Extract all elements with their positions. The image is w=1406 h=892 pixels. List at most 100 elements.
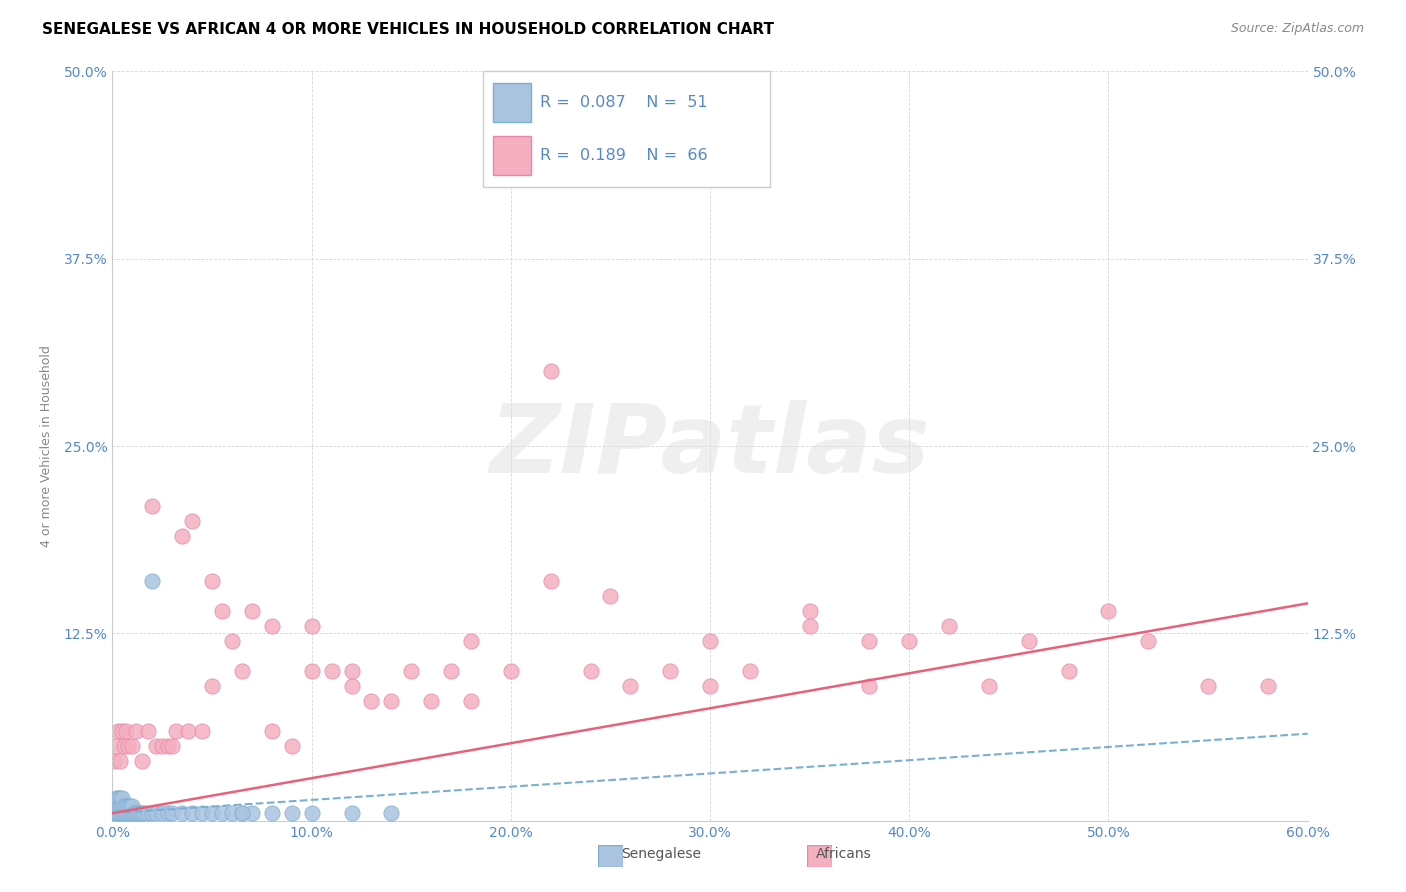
Point <box>201 679 224 693</box>
Text: R =  0.189    N =  66: R = 0.189 N = 66 <box>540 148 709 162</box>
Point <box>138 806 160 821</box>
Point <box>858 679 880 693</box>
Point <box>191 806 214 821</box>
Point <box>401 664 423 678</box>
Point <box>201 806 224 821</box>
Point <box>579 664 602 678</box>
Point <box>938 619 960 633</box>
Point <box>117 798 139 813</box>
Point <box>121 806 143 821</box>
Point <box>162 806 183 821</box>
Point <box>111 806 134 821</box>
Point <box>858 633 880 648</box>
Point <box>110 798 132 813</box>
Point <box>1137 633 1160 648</box>
Point <box>111 798 134 813</box>
Point <box>138 723 160 738</box>
Point <box>799 619 821 633</box>
Point <box>165 723 187 738</box>
Point <box>117 806 139 821</box>
Point <box>157 806 180 821</box>
Point <box>111 723 134 738</box>
Text: Source: ZipAtlas.com: Source: ZipAtlas.com <box>1230 22 1364 36</box>
Point <box>107 806 129 821</box>
Point <box>301 619 323 633</box>
Point <box>340 664 363 678</box>
Text: R =  0.087    N =  51: R = 0.087 N = 51 <box>540 95 709 111</box>
Point <box>1097 604 1119 618</box>
Point <box>420 694 443 708</box>
Point <box>699 679 721 693</box>
Point <box>240 604 263 618</box>
Point <box>281 806 304 821</box>
Point <box>221 633 243 648</box>
Point <box>321 664 343 678</box>
Point <box>103 754 125 768</box>
Point <box>260 619 283 633</box>
Point <box>599 589 621 603</box>
Point <box>125 723 148 738</box>
Point <box>380 694 402 708</box>
Point <box>145 806 167 821</box>
Point <box>211 806 233 821</box>
Point <box>231 806 253 821</box>
Point <box>114 739 135 753</box>
FancyBboxPatch shape <box>492 136 531 175</box>
Point <box>380 806 402 821</box>
Point <box>977 679 1000 693</box>
Point <box>114 806 135 821</box>
FancyBboxPatch shape <box>492 83 531 122</box>
Point <box>105 739 128 753</box>
Point <box>131 754 153 768</box>
Point <box>127 806 149 821</box>
Point <box>499 664 522 678</box>
Point <box>121 739 143 753</box>
Point <box>301 664 323 678</box>
Point <box>460 694 482 708</box>
Point <box>117 739 139 753</box>
Y-axis label: 4 or more Vehicles in Household: 4 or more Vehicles in Household <box>39 345 52 547</box>
Point <box>177 723 200 738</box>
Point <box>260 723 283 738</box>
Point <box>360 694 382 708</box>
Point <box>231 806 253 821</box>
Point <box>659 664 682 678</box>
Point <box>1257 679 1279 693</box>
Point <box>211 604 233 618</box>
Point <box>799 604 821 618</box>
Text: ZIPatlas: ZIPatlas <box>489 400 931 492</box>
Text: Africans: Africans <box>815 847 872 861</box>
Point <box>150 806 173 821</box>
Point <box>121 798 143 813</box>
Point <box>172 806 194 821</box>
Point <box>103 798 125 813</box>
Point <box>898 633 921 648</box>
Point <box>105 806 128 821</box>
Point <box>103 806 125 821</box>
Point <box>107 791 129 805</box>
Point <box>1057 664 1080 678</box>
Point <box>115 806 138 821</box>
Point <box>340 806 363 821</box>
Point <box>157 739 180 753</box>
Point <box>131 806 153 821</box>
Point <box>141 806 163 821</box>
Point <box>110 754 132 768</box>
Point <box>141 574 163 588</box>
Text: SENEGALESE VS AFRICAN 4 OR MORE VEHICLES IN HOUSEHOLD CORRELATION CHART: SENEGALESE VS AFRICAN 4 OR MORE VEHICLES… <box>42 22 775 37</box>
Point <box>134 806 156 821</box>
Point <box>129 806 152 821</box>
Point <box>1197 679 1219 693</box>
Point <box>111 791 134 805</box>
Point <box>120 806 142 821</box>
Point <box>540 574 562 588</box>
Point <box>340 679 363 693</box>
Point <box>201 574 224 588</box>
Point <box>440 664 463 678</box>
Point <box>172 529 194 543</box>
Point <box>110 791 132 805</box>
Point <box>738 664 761 678</box>
Point <box>115 723 138 738</box>
Point <box>110 806 132 821</box>
Point <box>162 739 183 753</box>
